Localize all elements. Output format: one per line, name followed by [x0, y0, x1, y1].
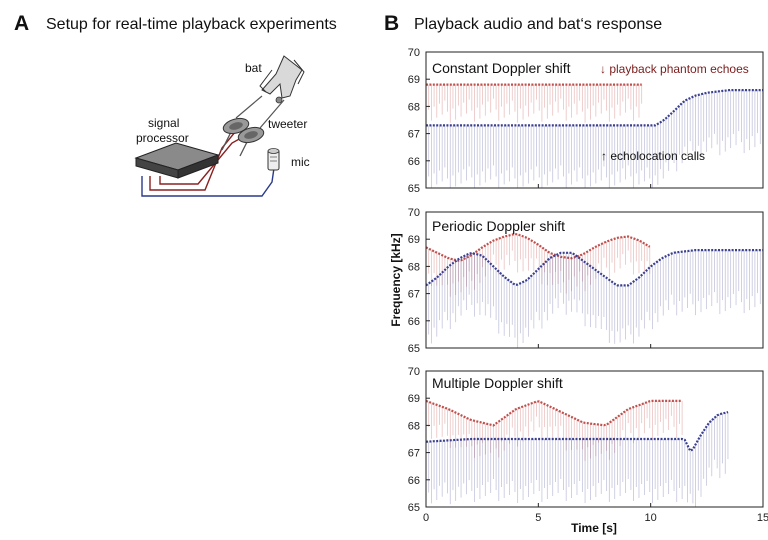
microphone-icon — [267, 148, 280, 171]
y-tick-label: 68 — [408, 101, 420, 113]
y-tick-label: 68 — [408, 261, 420, 273]
y-tick-label: 70 — [408, 47, 420, 59]
x-tick-label: 0 — [423, 512, 429, 524]
signal-processor-label-1: signal — [148, 116, 179, 130]
y-tick-label: 65 — [408, 502, 420, 514]
panel-b-letter: B — [384, 12, 400, 35]
y-tick-label: 68 — [408, 420, 420, 432]
plot-frame — [425, 211, 764, 349]
series-line-1 — [426, 89, 763, 127]
x-tick-label: 5 — [535, 512, 541, 524]
y-tick-label: 67 — [408, 129, 420, 141]
x-tick-label: 15 — [757, 512, 768, 524]
series-line-0 — [425, 399, 683, 427]
plot-frame — [425, 51, 764, 189]
y-tick-label: 69 — [408, 234, 420, 246]
tweeter-icon — [221, 117, 265, 157]
panel-b-title: Playback audio and bat‘s response — [414, 16, 663, 33]
series-line-1 — [425, 249, 763, 287]
series-line-1 — [425, 411, 729, 453]
plot-constant-doppler: 65 66 67 68 69 70 Constant Doppler shift — [408, 47, 764, 195]
mic-cable — [141, 167, 275, 197]
plot-marks — [425, 399, 729, 507]
plot-multiple-doppler: 65 66 67 68 69 70 0 5 10 15 Multiple Doppler shif… — [408, 366, 768, 524]
x-tick-label: 10 — [645, 512, 657, 524]
y-tick-label: 69 — [408, 393, 420, 405]
plot-periodic-doppler: 65 66 67 68 69 70 Periodic Doppler shift — [408, 207, 764, 355]
y-tick-label: 67 — [408, 289, 420, 301]
plot-title: Constant Doppler shift — [432, 60, 571, 76]
tweeter-label: tweeter — [268, 117, 307, 131]
y-tick-label: 66 — [408, 475, 420, 487]
bat-icon — [235, 55, 305, 129]
plot-frame — [425, 370, 764, 508]
echoes-annotation: ↓ playback phantom echoes — [600, 62, 749, 76]
plot-title: Multiple Doppler shift — [432, 375, 563, 391]
signal-processor-icon — [134, 142, 220, 179]
y-tick-label: 67 — [408, 448, 420, 460]
bat-label: bat — [245, 61, 262, 75]
y-tick-label: 66 — [408, 156, 420, 168]
y-axis-label: Frequency [kHz] — [389, 233, 403, 326]
y-tick-label: 65 — [408, 343, 420, 355]
plot-marks — [425, 83, 764, 188]
setup-illustration — [134, 55, 305, 197]
x-axis-label: Time [s] — [571, 521, 617, 535]
y-tick-label: 66 — [408, 316, 420, 328]
signal-processor-label-2: processor — [136, 131, 189, 145]
y-tick-label: 70 — [408, 366, 420, 378]
y-tick-label: 65 — [408, 183, 420, 195]
y-tick-label: 70 — [408, 207, 420, 219]
tweeter-cable-1 — [149, 125, 241, 191]
calls-annotation: ↑ echolocation calls — [601, 149, 705, 163]
y-tick-label: 69 — [408, 74, 420, 86]
panel-a-title: Setup for real-time playback experiments — [46, 16, 337, 33]
plot-marks — [425, 232, 764, 348]
panel-a-letter: A — [14, 12, 30, 35]
plot-title: Periodic Doppler shift — [432, 218, 565, 234]
series-line-0 — [425, 232, 651, 262]
mic-label: mic — [291, 155, 310, 169]
